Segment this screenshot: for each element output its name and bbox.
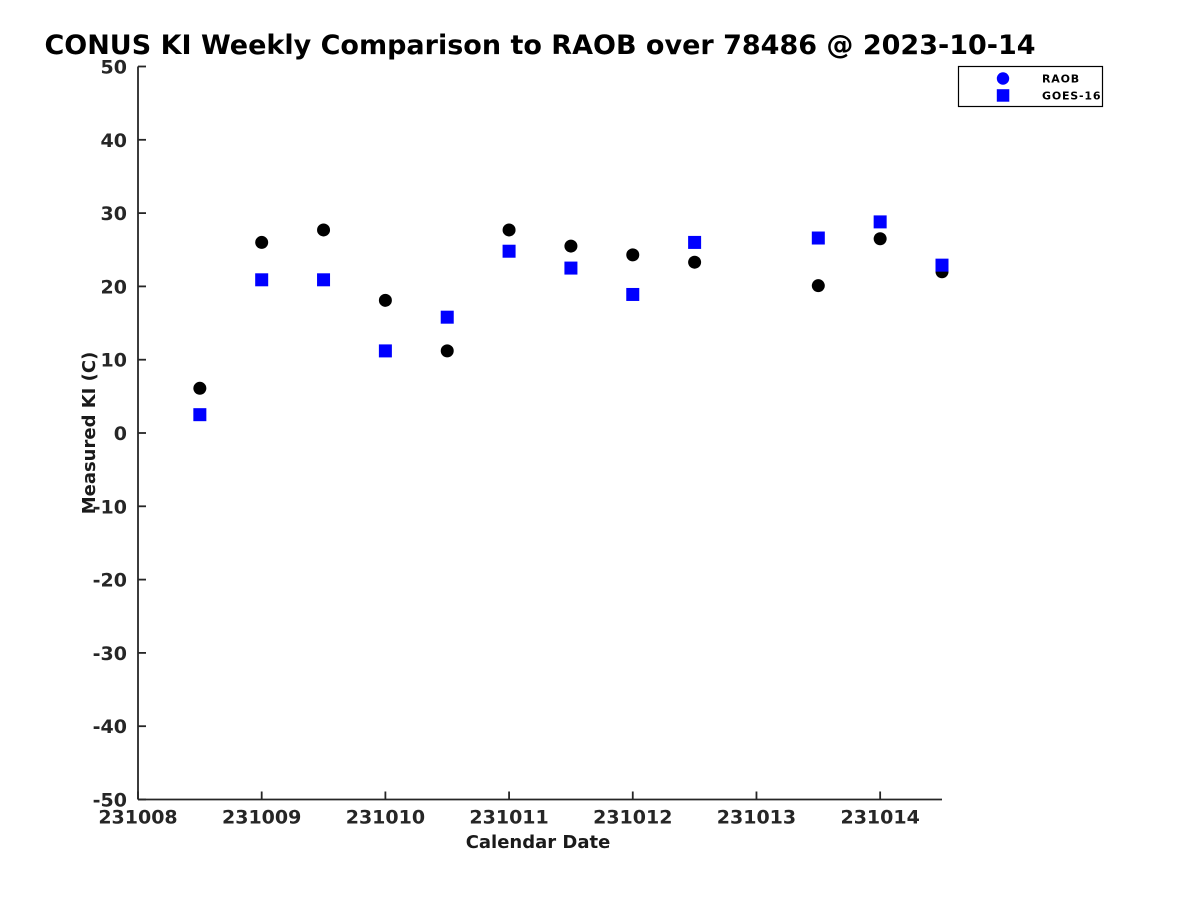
legend-raob-label: RAOB [1042, 73, 1080, 86]
y-tick-label: 0 [114, 423, 127, 445]
raob-marker [502, 223, 516, 237]
x-axis-label: Calendar Date [466, 832, 611, 853]
goes16-marker [502, 244, 516, 258]
x-tick-label: 231012 [593, 807, 672, 829]
data-marker-group [193, 215, 949, 422]
goes16-marker [873, 215, 887, 229]
y-tick-label: 30 [101, 203, 127, 225]
y-tick-label: -10 [93, 496, 127, 518]
goes16-marker [378, 344, 392, 358]
y-axis-label: Measured KI (C) [79, 352, 100, 515]
goes16-marker [317, 273, 331, 287]
y-tick-label: 10 [101, 350, 127, 372]
y-tick-label: -20 [93, 570, 127, 592]
raob-marker [626, 248, 640, 262]
x-tick-label: 231011 [469, 807, 548, 829]
x-tick-label: 231009 [222, 807, 301, 829]
y-tick-label: 40 [101, 130, 127, 152]
y-tick-label: -40 [93, 716, 127, 738]
raob-marker [255, 235, 269, 249]
legend-raob-marker-icon [996, 72, 1010, 85]
raob-marker [193, 381, 207, 395]
y-tick-label: 20 [101, 276, 127, 298]
legend: RAOB GOES-16 [957, 65, 1104, 108]
goes16-marker [564, 261, 578, 275]
raob-marker [440, 344, 454, 358]
y-tick-label: 50 [101, 57, 127, 79]
raob-marker [873, 232, 887, 246]
raob-marker [688, 255, 702, 269]
chart-title: CONUS KI Weekly Comparison to RAOB over … [44, 30, 1035, 61]
axes [137, 66, 942, 801]
raob-marker [317, 223, 331, 237]
goes16-marker [935, 258, 949, 272]
goes16-marker [440, 310, 454, 324]
goes16-marker [688, 235, 702, 249]
x-tick-label: 231008 [98, 807, 177, 829]
x-tick-label: 231014 [840, 807, 919, 829]
goes16-marker [626, 287, 640, 301]
goes16-marker [193, 408, 207, 422]
y-tick-label: -50 [93, 790, 127, 812]
goes16-marker [255, 273, 269, 287]
tick-group: 231008 231009 231010 231011 231012 231013 2310… [93, 57, 920, 829]
legend-goes16-label: GOES-16 [1042, 90, 1101, 103]
x-tick-label: 231010 [346, 807, 425, 829]
legend-goes16-marker-icon [996, 89, 1010, 102]
raob-marker [378, 293, 392, 307]
y-tick-label: -30 [93, 643, 127, 665]
x-tick-label: 231013 [717, 807, 796, 829]
raob-marker [564, 239, 578, 253]
raob-marker [811, 279, 825, 293]
goes16-marker [811, 231, 825, 245]
legend-box [957, 65, 1104, 108]
